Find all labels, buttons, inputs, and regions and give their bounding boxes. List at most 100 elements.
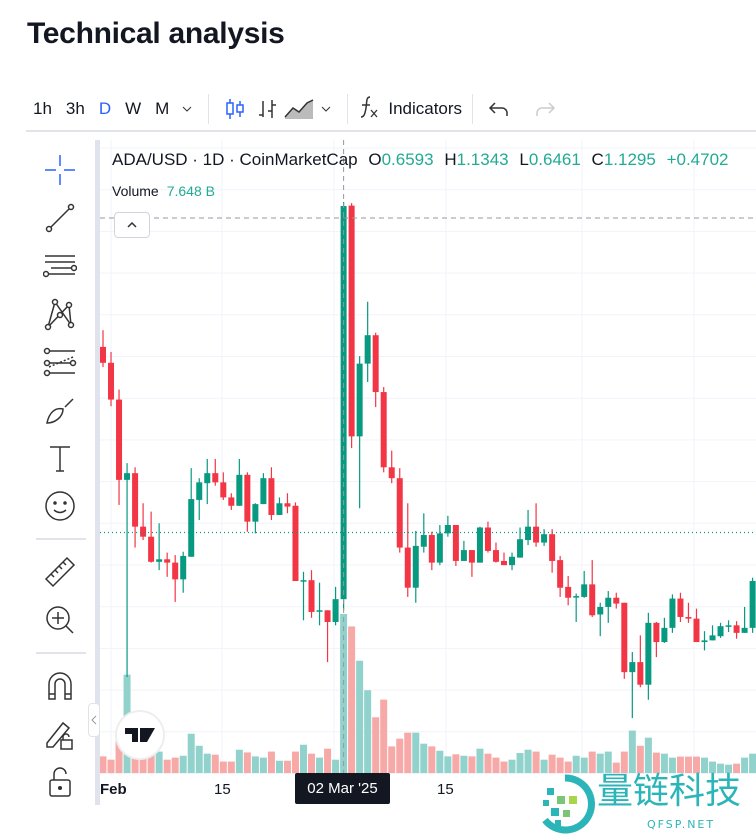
candle-body [356,363,363,437]
symbol-title: ADA/USD · 1D · CoinMarketCap [112,150,358,169]
bars-chart-type-icon[interactable] [251,93,283,125]
volume-bar [452,754,460,773]
price-chart[interactable] [100,140,756,775]
timeframe-1h[interactable]: 1h [33,99,52,118]
timeframe-dropdown-chevron-icon[interactable] [176,93,198,125]
text-tool-icon[interactable] [40,438,80,478]
volume-bar [348,626,356,773]
divider [36,652,86,654]
chart-type-dropdown-chevron-icon[interactable] [315,93,337,125]
volume-bar [709,761,717,773]
undo-icon[interactable] [483,93,515,125]
crosshair-date-label: 02 Mar '25 [295,773,390,804]
candle-body [180,555,187,580]
timeframe-m[interactable]: M [155,99,170,118]
crosshair-icon[interactable] [40,150,80,190]
drawing-tools-sidebar [26,140,94,797]
volume-bar [717,763,725,773]
candle-body [581,584,588,597]
timeframe-w[interactable]: W [125,99,142,118]
volume-bar [364,690,372,773]
emoji-icon[interactable] [40,486,80,526]
candle-body [468,550,475,563]
volume-bar [404,732,412,773]
volume-bar [604,751,612,773]
volume-bar [612,762,620,773]
candle-body [428,535,435,563]
timeframe-3h[interactable]: 3h [65,99,85,118]
volume-bar [620,751,628,773]
candle-body [404,547,411,588]
candle-body [741,627,748,633]
candle-body [733,625,740,633]
candles-chart-type-icon[interactable] [219,93,251,125]
low-label: L [519,150,529,169]
candle-body [140,526,147,537]
magnet-icon[interactable] [40,666,80,706]
candle-body [188,499,195,557]
candle-body [517,539,524,558]
candle-body [669,598,676,628]
volume-bar [139,756,147,773]
volume-bar [636,745,644,773]
fib-retracement-icon[interactable] [40,342,80,382]
tradingview-logo[interactable] [117,712,163,758]
candle-body [725,625,732,627]
trend-line-icon[interactable] [40,198,80,238]
candle-body [412,545,419,588]
candle-body [701,640,708,643]
volume-label: Volume [112,183,159,199]
volume-bar [733,763,741,773]
candle-body [212,473,219,483]
candle-body [653,622,660,643]
volume-bar [171,757,179,773]
volume-bar [275,760,283,773]
page-title: Technical analysis [27,17,285,50]
collapse-sidebar-chevron-icon[interactable] [88,703,100,737]
volume-bar [412,732,420,773]
volume-bar [219,761,227,773]
volume-bar [516,753,524,773]
pattern-icon[interactable] [40,294,80,334]
candle-body [709,635,716,641]
divider [208,94,210,124]
candle-body [541,534,548,543]
ruler-icon[interactable] [40,552,80,592]
volume-bar [628,730,636,773]
zoom-in-icon[interactable] [40,600,80,640]
indicators-button[interactable]: Indicators [358,94,462,125]
low-value: 0.6461 [528,150,581,169]
candle-body [621,602,628,673]
volume-bar [652,752,660,773]
parallel-lines-icon[interactable] [40,246,80,286]
candle-body [565,586,572,598]
volume-bar [580,757,588,773]
unlock-icon[interactable] [40,762,80,802]
volume-bar [332,759,340,773]
candle-body [260,478,267,505]
brush-icon[interactable] [40,390,80,430]
candle-body [372,335,379,393]
candle-body [284,503,291,507]
lock-drawings-pencil-icon[interactable] [40,714,80,754]
candle-body [749,581,756,628]
candle-body [316,610,323,612]
area-chart-type-icon[interactable] [283,93,315,125]
close-label: C [591,150,604,169]
volume-bar [259,757,267,773]
timeframe-d[interactable]: D [98,99,112,118]
candle-body [236,474,243,506]
redo-icon[interactable] [529,93,561,125]
candle-body [164,559,171,563]
volume-bar [725,764,733,773]
candle-body [220,482,227,498]
volume-bar [484,753,492,773]
candle-body [717,626,724,637]
candle-body [525,526,532,541]
volume-bar [235,749,243,773]
change-value: +0.4702 [666,150,729,169]
divider [347,94,349,124]
volume-bar [548,754,556,773]
candle-body [364,335,371,364]
collapse-legend-chevron-up-icon[interactable] [114,212,150,238]
